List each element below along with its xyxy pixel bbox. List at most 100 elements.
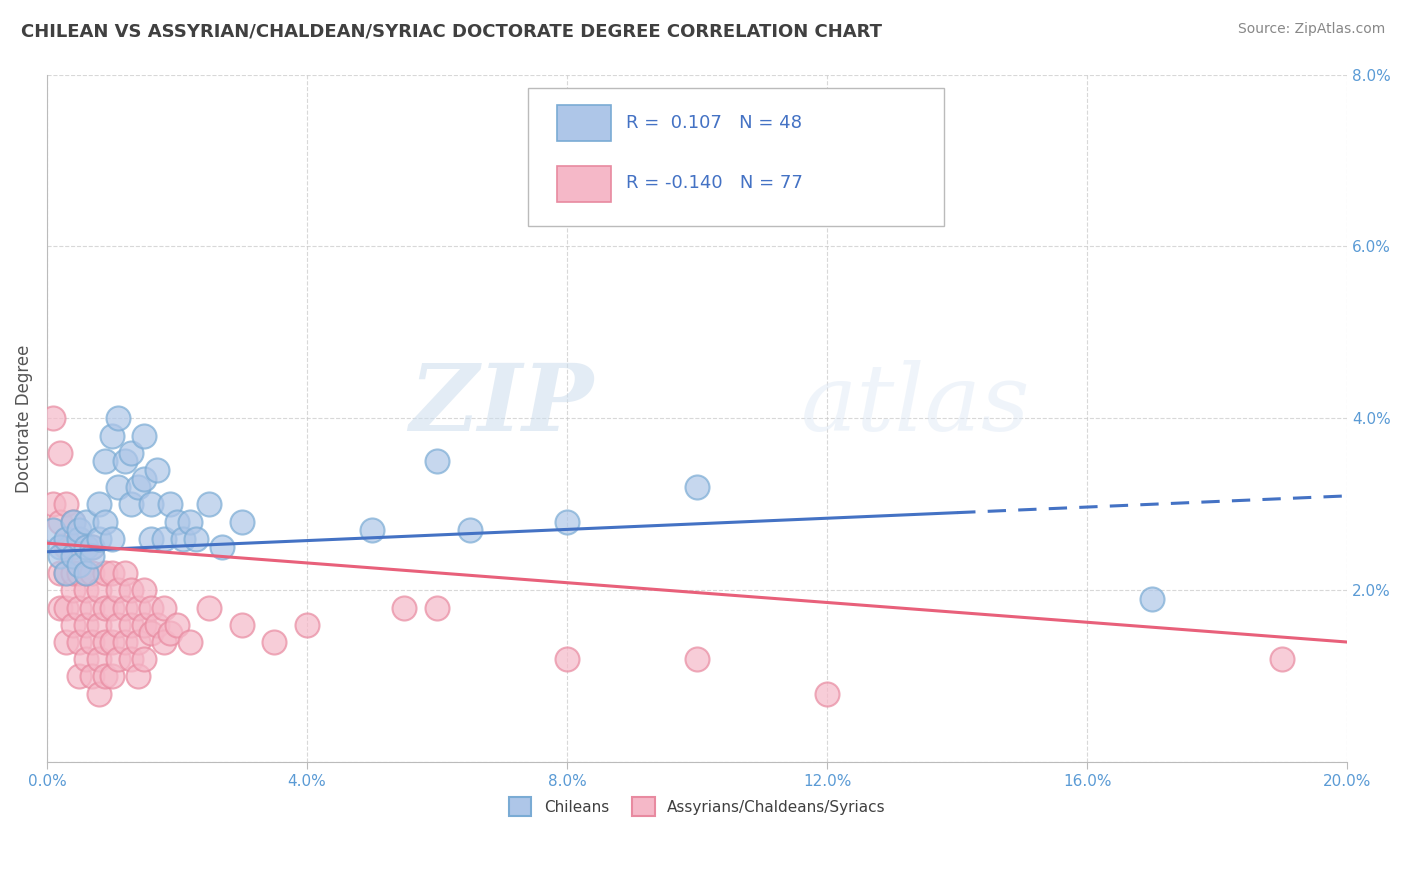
Point	[82, 541, 104, 555]
Point	[555, 652, 578, 666]
Point	[101, 428, 124, 442]
Point	[120, 498, 142, 512]
Point	[42, 523, 65, 537]
Point	[179, 635, 201, 649]
Point	[146, 618, 169, 632]
Point	[49, 446, 72, 460]
Point	[231, 618, 253, 632]
Text: R =  0.107   N = 48: R = 0.107 N = 48	[626, 113, 801, 132]
Point	[55, 541, 77, 555]
Point	[139, 600, 162, 615]
Point	[87, 687, 110, 701]
Point	[94, 515, 117, 529]
Point	[295, 618, 318, 632]
Point	[166, 515, 188, 529]
Point	[67, 558, 90, 572]
Bar	[557, 166, 612, 202]
Point	[75, 541, 97, 555]
Text: R = -0.140   N = 77: R = -0.140 N = 77	[626, 174, 803, 192]
Point	[107, 618, 129, 632]
Text: Source: ZipAtlas.com: Source: ZipAtlas.com	[1237, 22, 1385, 37]
Point	[62, 583, 84, 598]
Point	[87, 532, 110, 546]
Point	[815, 687, 838, 701]
Point	[94, 635, 117, 649]
Point	[107, 652, 129, 666]
Point	[101, 532, 124, 546]
Point	[101, 566, 124, 581]
Point	[55, 498, 77, 512]
Point	[67, 566, 90, 581]
Point	[458, 523, 481, 537]
Point	[82, 566, 104, 581]
Point	[87, 652, 110, 666]
Point	[127, 669, 149, 683]
Point	[49, 566, 72, 581]
Point	[62, 515, 84, 529]
Point	[82, 549, 104, 563]
Point	[101, 669, 124, 683]
Point	[49, 549, 72, 563]
Point	[55, 566, 77, 581]
Point	[62, 566, 84, 581]
Point	[146, 463, 169, 477]
Point	[186, 532, 208, 546]
Point	[62, 549, 84, 563]
Point	[67, 600, 90, 615]
Point	[231, 515, 253, 529]
Point	[67, 669, 90, 683]
Point	[114, 600, 136, 615]
Point	[75, 583, 97, 598]
Point	[101, 600, 124, 615]
Point	[686, 480, 709, 494]
Point	[394, 600, 416, 615]
Point	[55, 566, 77, 581]
Text: atlas: atlas	[801, 359, 1031, 450]
Point	[82, 669, 104, 683]
Point	[166, 618, 188, 632]
Point	[94, 669, 117, 683]
Point	[75, 566, 97, 581]
Point	[55, 635, 77, 649]
Point	[153, 600, 176, 615]
Point	[263, 635, 285, 649]
Point	[107, 411, 129, 425]
Point	[87, 618, 110, 632]
Point	[134, 428, 156, 442]
Point	[101, 635, 124, 649]
Point	[67, 532, 90, 546]
Point	[49, 541, 72, 555]
Point	[159, 498, 181, 512]
Point	[211, 541, 233, 555]
Point	[159, 626, 181, 640]
Point	[94, 600, 117, 615]
Point	[134, 472, 156, 486]
Point	[686, 652, 709, 666]
Point	[94, 454, 117, 468]
Point	[107, 480, 129, 494]
Point	[75, 652, 97, 666]
Point	[62, 515, 84, 529]
Text: CHILEAN VS ASSYRIAN/CHALDEAN/SYRIAC DOCTORATE DEGREE CORRELATION CHART: CHILEAN VS ASSYRIAN/CHALDEAN/SYRIAC DOCT…	[21, 22, 882, 40]
Point	[62, 541, 84, 555]
Point	[107, 583, 129, 598]
Point	[179, 515, 201, 529]
Point	[1140, 592, 1163, 607]
Point	[198, 600, 221, 615]
Point	[87, 583, 110, 598]
Point	[75, 541, 97, 555]
Point	[361, 523, 384, 537]
Point	[82, 635, 104, 649]
Point	[55, 532, 77, 546]
Point	[55, 600, 77, 615]
Point	[120, 652, 142, 666]
Point	[82, 541, 104, 555]
Point	[42, 411, 65, 425]
Point	[127, 635, 149, 649]
Point	[67, 635, 90, 649]
Bar	[557, 104, 612, 141]
Point	[75, 566, 97, 581]
Point	[426, 600, 449, 615]
Point	[120, 618, 142, 632]
Point	[114, 454, 136, 468]
